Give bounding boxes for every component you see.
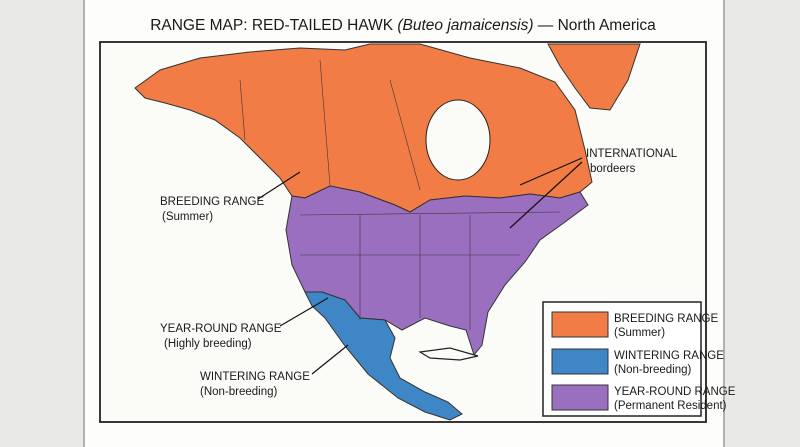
annotation-label: WINTERING RANGE	[200, 371, 310, 383]
legend: BREEDING RANGE (Summer) WINTERING RANGE …	[542, 301, 736, 417]
legend-swatch	[551, 348, 609, 375]
annotation-sublabel: (Summer)	[162, 211, 213, 223]
legend-label: BREEDING RANGE	[614, 313, 718, 325]
borders	[239, 59, 561, 330]
leader-line	[509, 157, 583, 229]
map	[134, 43, 641, 421]
annotation-label: INTERNATIONAL	[586, 148, 678, 160]
legend-swatch	[551, 311, 609, 338]
legend-swatch	[551, 384, 609, 411]
annotation-sublabel: (Non-breeding)	[200, 386, 278, 398]
map-title: RANGE MAP: RED-TAILED HAWK (Buteo jamaic…	[150, 17, 656, 34]
annotation-label: BREEDING RANGE	[160, 196, 264, 208]
legend-label: WINTERING RANGE	[614, 350, 724, 362]
legend-sublabel: (Permanent Resident)	[614, 400, 727, 412]
annotation-sublabel: (Highly breeding)	[164, 338, 252, 350]
title-scientific: (Buteo jamaicensis)	[397, 17, 533, 34]
legend-sublabel: (Non-breeding)	[614, 364, 692, 376]
legend-label: YEAR-ROUND RANGE	[614, 386, 736, 398]
legend-sublabel: (Summer)	[614, 327, 665, 339]
annotation-label: YEAR-ROUND RANGE	[160, 323, 282, 335]
title-prefix: RANGE MAP: RED-TAILED HAWK	[150, 17, 394, 34]
title-suffix: — North America	[538, 17, 656, 34]
leader-line	[279, 297, 329, 327]
cuba	[418, 347, 479, 361]
annotations: INTERNATIONAL bordeers BREEDING RANGE (S…	[160, 148, 678, 398]
leader-line	[257, 171, 301, 200]
leader-line	[311, 344, 349, 375]
greenland	[547, 43, 641, 111]
hudson-bay	[425, 99, 491, 181]
annotation-sublabel: bordeers	[590, 163, 636, 175]
